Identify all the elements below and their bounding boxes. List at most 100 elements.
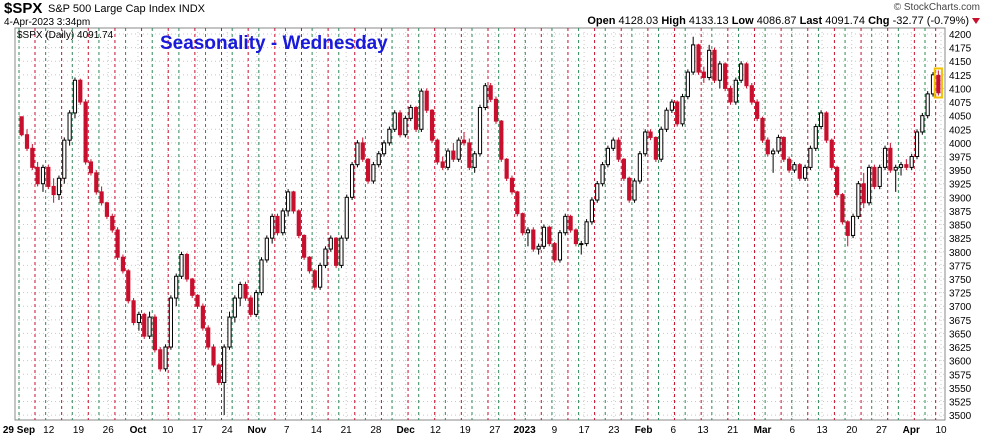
x-tick-label: Oct: [130, 425, 147, 436]
candle: [381, 140, 387, 157]
candle: [83, 99, 88, 165]
candle-body: [850, 215, 856, 236]
candle: [749, 82, 754, 105]
candle: [669, 99, 674, 113]
candle-body: [376, 153, 381, 166]
candle-body: [525, 229, 531, 234]
candle-body: [56, 177, 62, 196]
y-tick-label: 4200: [949, 30, 972, 41]
candle: [461, 131, 467, 146]
candle-body: [499, 120, 504, 160]
y-tick-label: 3875: [949, 207, 972, 218]
candle: [445, 148, 451, 171]
candle-body: [381, 142, 387, 155]
candle-body: [515, 191, 520, 215]
candle: [813, 123, 818, 152]
candle-body: [104, 202, 110, 217]
candle: [158, 347, 163, 372]
candle-body: [302, 234, 307, 258]
candle: [877, 164, 882, 190]
candle: [413, 105, 419, 132]
candle-body: [488, 85, 493, 100]
candle: [488, 82, 493, 103]
candle-body: [653, 136, 658, 160]
x-tick-label: Apr: [903, 425, 920, 436]
x-tick-label: Mar: [754, 425, 772, 436]
down-arrow-icon: [972, 18, 980, 25]
candle: [232, 295, 237, 323]
y-tick-label: 3600: [949, 357, 972, 368]
y-tick-label: 3925: [949, 180, 972, 191]
candle-body: [818, 112, 824, 128]
security-name: S&P 500 Large Cap Index INDX: [48, 3, 205, 15]
candle-body: [334, 237, 339, 266]
y-tick-label: 4025: [949, 125, 972, 136]
candle-body: [531, 229, 536, 250]
candle: [595, 180, 600, 203]
candle-body: [46, 166, 51, 187]
candle: [270, 213, 275, 244]
last-bar-highlight: [933, 67, 943, 99]
candle-body: [35, 166, 40, 185]
candle: [760, 116, 765, 143]
candle-body: [355, 142, 360, 166]
candle: [723, 62, 728, 92]
candle-body: [365, 158, 371, 182]
candle: [808, 145, 813, 171]
candle-body: [845, 221, 850, 236]
candle-body: [707, 49, 712, 79]
candle: [579, 240, 584, 255]
y-tick-label: 4150: [949, 57, 972, 68]
candle-body: [675, 101, 680, 125]
candle: [179, 251, 184, 279]
candle-body: [227, 316, 232, 348]
candle: [717, 61, 722, 89]
y-tick-label: 3850: [949, 221, 972, 232]
candle: [286, 189, 291, 217]
candle-body: [536, 245, 541, 250]
candle-body: [67, 112, 72, 141]
candle-body: [909, 155, 914, 168]
candle-body: [664, 109, 669, 130]
candle-body: [611, 139, 616, 149]
y-tick-label: 3700: [949, 302, 972, 313]
x-tick-label: Dec: [396, 425, 415, 436]
candle: [302, 234, 307, 260]
candle-body: [493, 98, 499, 122]
candle-body: [792, 164, 797, 171]
candle: [424, 88, 429, 113]
candle: [771, 148, 776, 173]
candle: [568, 214, 573, 233]
y-tick-label: 3800: [949, 248, 972, 259]
y-tick-label: 3675: [949, 316, 972, 327]
candle: [35, 161, 40, 187]
candle-body: [339, 237, 344, 266]
candle-body: [936, 74, 941, 94]
candle-body: [72, 79, 78, 114]
candle: [920, 112, 925, 135]
candle: [419, 88, 424, 132]
candle: [541, 224, 547, 250]
candle-body: [685, 71, 690, 98]
candle-body: [717, 63, 722, 81]
candle: [936, 70, 941, 96]
candle: [126, 269, 131, 304]
candle-body: [520, 213, 525, 234]
candle: [195, 294, 200, 309]
candle: [701, 66, 706, 83]
candle: [840, 192, 845, 225]
candle: [184, 252, 189, 282]
candle-body: [648, 131, 653, 138]
candle-body: [419, 90, 424, 130]
candle: [440, 156, 445, 171]
candle: [104, 201, 110, 220]
candle-body: [584, 221, 589, 245]
candle-body: [126, 270, 131, 302]
candle: [387, 126, 392, 146]
candle: [893, 164, 898, 192]
candle: [557, 229, 563, 263]
candle: [792, 161, 797, 173]
candle-body: [94, 172, 99, 193]
candle-body: [19, 116, 24, 136]
